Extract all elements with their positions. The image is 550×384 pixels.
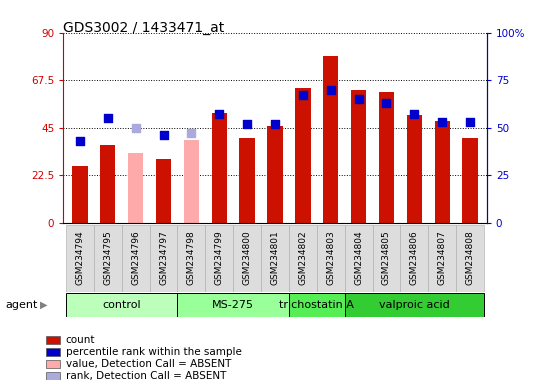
Text: GSM234806: GSM234806 bbox=[410, 230, 419, 285]
Bar bbox=[46, 348, 60, 356]
Bar bbox=[72, 166, 87, 223]
Bar bbox=[289, 293, 345, 317]
Bar bbox=[150, 225, 178, 292]
Bar bbox=[345, 293, 484, 317]
Bar bbox=[46, 360, 60, 368]
Bar bbox=[345, 225, 372, 292]
Bar bbox=[66, 293, 178, 317]
Bar bbox=[372, 225, 400, 292]
Text: GSM234798: GSM234798 bbox=[187, 230, 196, 285]
Bar bbox=[205, 225, 233, 292]
Point bbox=[438, 119, 447, 125]
Point bbox=[466, 119, 475, 125]
Bar bbox=[122, 225, 150, 292]
Bar bbox=[178, 225, 205, 292]
Point bbox=[410, 111, 419, 118]
Text: value, Detection Call = ABSENT: value, Detection Call = ABSENT bbox=[66, 359, 231, 369]
Text: GSM234802: GSM234802 bbox=[298, 230, 307, 285]
Text: GSM234804: GSM234804 bbox=[354, 230, 363, 285]
Text: GSM234797: GSM234797 bbox=[159, 230, 168, 285]
Text: GSM234803: GSM234803 bbox=[326, 230, 335, 285]
Point bbox=[187, 130, 196, 136]
Bar bbox=[239, 138, 255, 223]
Point bbox=[215, 111, 224, 118]
Point bbox=[159, 132, 168, 138]
Point bbox=[103, 115, 112, 121]
Text: GSM234800: GSM234800 bbox=[243, 230, 252, 285]
Bar bbox=[434, 121, 450, 223]
Text: GSM234805: GSM234805 bbox=[382, 230, 391, 285]
Bar bbox=[400, 225, 428, 292]
Text: count: count bbox=[66, 335, 95, 345]
Bar bbox=[295, 88, 311, 223]
Point bbox=[299, 92, 307, 98]
Point bbox=[326, 87, 335, 93]
Point bbox=[75, 138, 84, 144]
Bar bbox=[46, 336, 60, 344]
Bar bbox=[100, 145, 116, 223]
Bar bbox=[379, 92, 394, 223]
Text: percentile rank within the sample: percentile rank within the sample bbox=[66, 347, 241, 357]
Bar bbox=[184, 140, 199, 223]
Bar bbox=[323, 56, 338, 223]
Bar bbox=[428, 225, 456, 292]
Bar bbox=[156, 159, 171, 223]
Text: GSM234796: GSM234796 bbox=[131, 230, 140, 285]
Text: GSM234795: GSM234795 bbox=[103, 230, 112, 285]
Text: GSM234807: GSM234807 bbox=[438, 230, 447, 285]
Bar bbox=[317, 225, 345, 292]
Text: rank, Detection Call = ABSENT: rank, Detection Call = ABSENT bbox=[66, 371, 226, 381]
Point bbox=[354, 96, 363, 102]
Bar bbox=[128, 153, 144, 223]
Text: MS-275: MS-275 bbox=[212, 300, 254, 310]
Bar bbox=[46, 372, 60, 380]
Text: GSM234799: GSM234799 bbox=[215, 230, 224, 285]
Bar bbox=[66, 225, 94, 292]
Bar bbox=[289, 225, 317, 292]
Text: GSM234801: GSM234801 bbox=[271, 230, 279, 285]
Point bbox=[243, 121, 251, 127]
Bar bbox=[406, 115, 422, 223]
Text: GSM234794: GSM234794 bbox=[75, 230, 85, 285]
Point bbox=[131, 124, 140, 131]
Text: agent: agent bbox=[6, 300, 38, 310]
Text: trichostatin A: trichostatin A bbox=[279, 300, 354, 310]
Bar bbox=[94, 225, 122, 292]
Bar bbox=[178, 293, 289, 317]
Text: valproic acid: valproic acid bbox=[379, 300, 450, 310]
Point bbox=[271, 121, 279, 127]
Point bbox=[382, 100, 391, 106]
Bar bbox=[456, 225, 484, 292]
Text: GDS3002 / 1433471_at: GDS3002 / 1433471_at bbox=[63, 21, 224, 35]
Text: control: control bbox=[102, 300, 141, 310]
Text: ▶: ▶ bbox=[40, 300, 47, 310]
Bar bbox=[267, 126, 283, 223]
Bar bbox=[261, 225, 289, 292]
Bar bbox=[233, 225, 261, 292]
Bar bbox=[351, 90, 366, 223]
Text: GSM234808: GSM234808 bbox=[465, 230, 475, 285]
Bar bbox=[463, 138, 478, 223]
Bar bbox=[212, 113, 227, 223]
